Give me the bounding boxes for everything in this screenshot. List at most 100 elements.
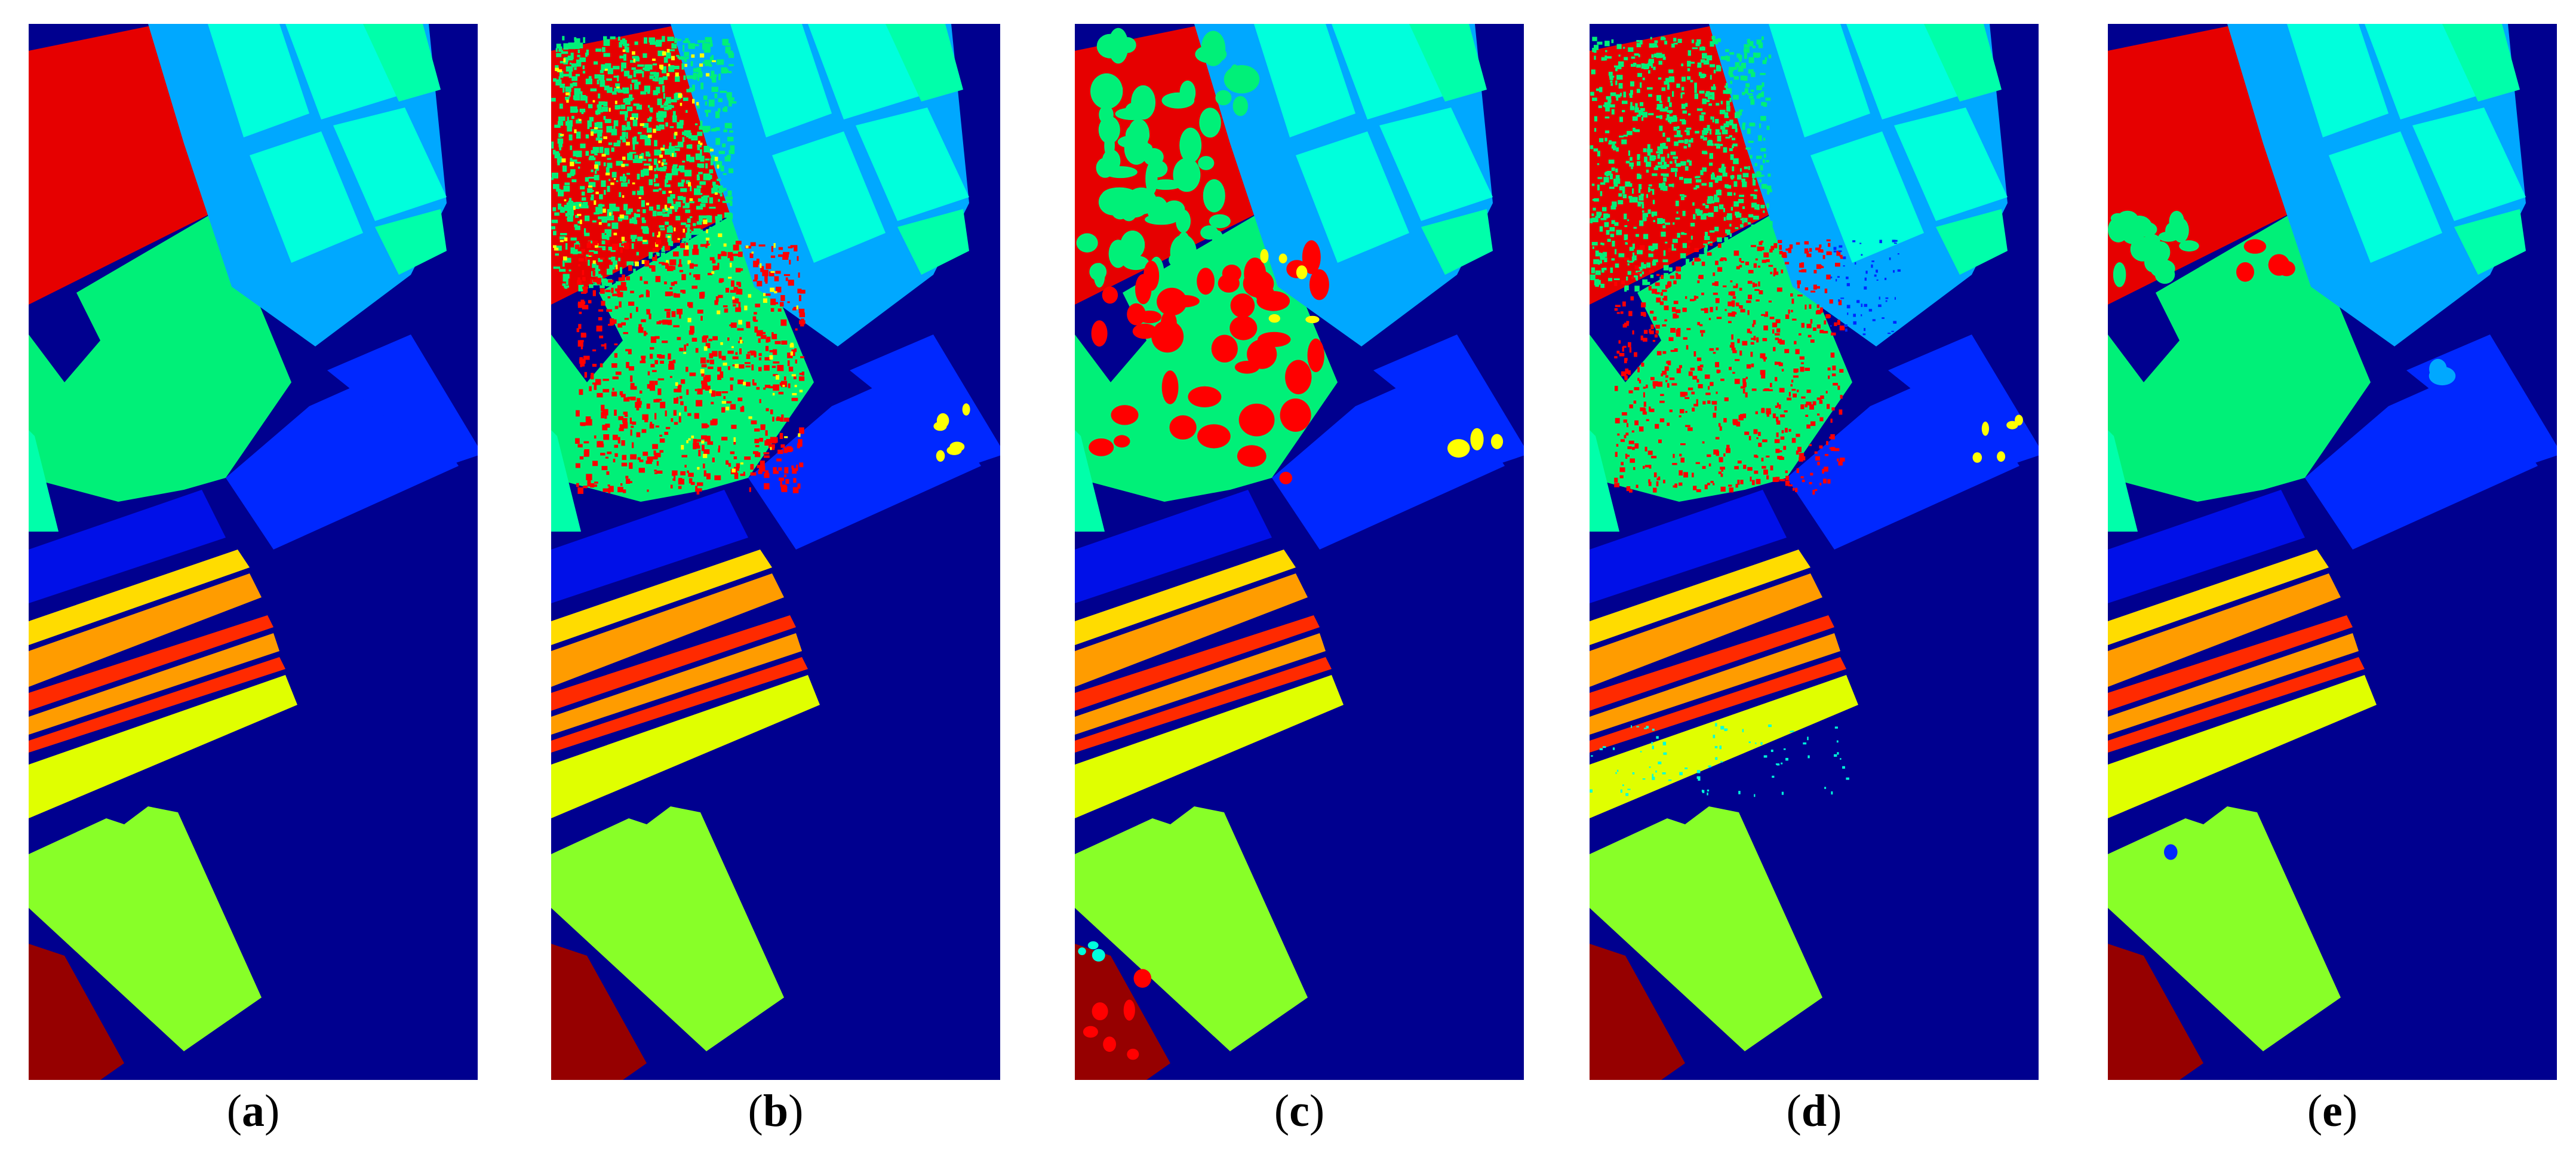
misclass-speckle bbox=[623, 204, 628, 211]
misclass-speckle bbox=[602, 282, 607, 286]
misclass-speckle bbox=[1648, 94, 1652, 97]
misclass-speckle bbox=[1636, 726, 1639, 728]
misclass-speckle bbox=[562, 283, 566, 286]
misclass-speckle bbox=[1709, 230, 1715, 233]
misclass-speckle bbox=[790, 351, 794, 356]
misclass-speckle bbox=[579, 108, 586, 113]
misclass-speckle bbox=[1605, 214, 1610, 218]
misclass-speckle bbox=[1737, 461, 1742, 464]
misclass-blob bbox=[2164, 844, 2178, 860]
misclass-speckle bbox=[673, 251, 679, 257]
misclass-speckle bbox=[1630, 458, 1635, 463]
misclass-speckle bbox=[1690, 367, 1695, 371]
misclass-speckle bbox=[663, 209, 665, 213]
misclass-speckle bbox=[1730, 291, 1735, 296]
misclass-blob bbox=[1090, 73, 1123, 109]
misclass-speckle bbox=[1630, 94, 1633, 98]
misclass-speckle bbox=[562, 260, 565, 267]
misclass-speckle bbox=[726, 212, 732, 219]
misclass-speckle bbox=[1742, 282, 1747, 288]
misclass-blob bbox=[1127, 1048, 1139, 1060]
misclass-speckle bbox=[1741, 269, 1746, 274]
misclass-speckle bbox=[1765, 236, 1768, 243]
misclass-speckle bbox=[1780, 436, 1785, 440]
misclass-speckle bbox=[727, 155, 731, 158]
misclass-speckle bbox=[1702, 401, 1706, 405]
misclass-speckle bbox=[637, 398, 641, 403]
misclass-speckle bbox=[776, 437, 778, 443]
misclass-speckle bbox=[1742, 173, 1749, 177]
misclass-speckle bbox=[1830, 325, 1832, 327]
misclass-speckle bbox=[1719, 426, 1722, 431]
misclass-speckle bbox=[738, 283, 742, 287]
misclass-speckle bbox=[1797, 389, 1799, 392]
misclass-speckle bbox=[1730, 177, 1733, 180]
misclass-speckle bbox=[1682, 210, 1686, 216]
misclass-speckle bbox=[569, 119, 573, 127]
misclass-speckle bbox=[1710, 306, 1713, 312]
misclass-speckle bbox=[1747, 310, 1750, 315]
red-stripe-2 bbox=[2108, 657, 2365, 753]
maroon-field-region bbox=[1075, 944, 1170, 1080]
misclass-speckle bbox=[1716, 348, 1719, 351]
misclass-speckle bbox=[1592, 246, 1594, 249]
misclass-speckle bbox=[1766, 125, 1770, 130]
misclass-speckle bbox=[710, 56, 713, 62]
misclass-speckle bbox=[740, 474, 746, 476]
misclass-speckle bbox=[1736, 421, 1739, 425]
misclass-speckle bbox=[1680, 194, 1684, 197]
misclass-speckle bbox=[684, 51, 689, 57]
red-stripe-2 bbox=[551, 657, 808, 753]
misclass-speckle bbox=[1622, 189, 1625, 194]
misclass-speckle bbox=[1648, 70, 1650, 74]
misclass-speckle bbox=[1674, 348, 1678, 352]
misclass-speckle bbox=[703, 173, 711, 180]
misclass-speckle bbox=[604, 69, 608, 71]
misclass-speckle bbox=[712, 76, 717, 83]
misclass-speckle bbox=[1673, 222, 1675, 225]
misclass-speckle bbox=[1773, 268, 1776, 272]
misclass-speckle bbox=[1776, 287, 1782, 292]
misclass-speckle bbox=[1751, 245, 1756, 247]
misclass-blob bbox=[1229, 315, 1258, 340]
misclass-speckle bbox=[792, 487, 799, 493]
misclass-speckle bbox=[1656, 151, 1660, 154]
misclass-speckle bbox=[707, 147, 712, 150]
misclass-speckle bbox=[718, 355, 722, 359]
misclass-speckle bbox=[1664, 366, 1669, 371]
misclass-speckle bbox=[1619, 352, 1625, 357]
misclass-speckle bbox=[1831, 373, 1836, 376]
misclass-speckle bbox=[1701, 292, 1704, 296]
misclass-speckle bbox=[1728, 321, 1732, 323]
misclass-speckle bbox=[1763, 137, 1766, 141]
cyan-cell-3 bbox=[1409, 24, 1487, 102]
misclass-speckle bbox=[558, 141, 562, 148]
misclass-speckle bbox=[1893, 243, 1897, 244]
misclass-speckle bbox=[681, 240, 688, 242]
misclass-speckle bbox=[1592, 97, 1597, 102]
misclass-speckle bbox=[1608, 159, 1615, 164]
misclass-speckle bbox=[1601, 268, 1604, 273]
misclass-speckle bbox=[1689, 272, 1693, 278]
misclass-speckle bbox=[579, 389, 583, 395]
misclass-speckle bbox=[671, 43, 674, 48]
misclass-speckle bbox=[1671, 307, 1676, 312]
misclass-speckle bbox=[663, 277, 667, 280]
misclass-speckle bbox=[1739, 275, 1745, 281]
misclass-speckle bbox=[793, 306, 799, 309]
misclass-speckle bbox=[616, 84, 619, 89]
misclass-speckle bbox=[697, 105, 700, 109]
misclass-speckle bbox=[1686, 345, 1689, 350]
misclass-speckle bbox=[1590, 274, 1596, 281]
misclass-speckle bbox=[1708, 212, 1714, 217]
misclass-blob bbox=[1173, 158, 1201, 192]
misclass-speckle bbox=[1704, 275, 1708, 279]
misclass-speckle bbox=[1619, 467, 1625, 472]
misclass-speckle bbox=[730, 200, 733, 206]
misclass-speckle bbox=[1797, 283, 1800, 288]
misclass-blob bbox=[1096, 33, 1124, 59]
misclass-speckle bbox=[1669, 409, 1673, 413]
misclass-speckle bbox=[710, 149, 714, 152]
misclass-speckle bbox=[620, 136, 626, 140]
misclass-speckle bbox=[1752, 179, 1756, 186]
